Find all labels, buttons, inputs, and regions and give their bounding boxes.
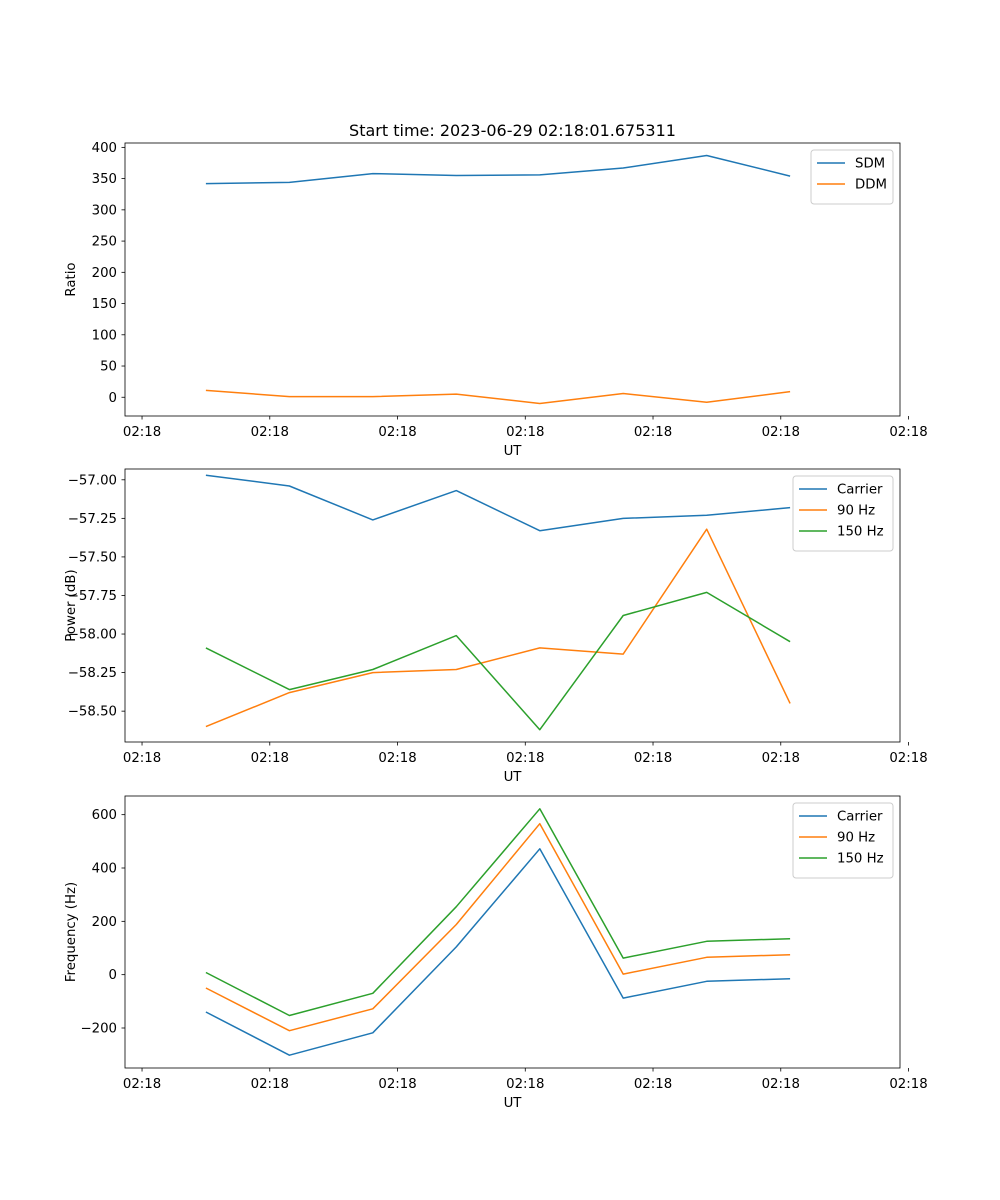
ratio-y-tick-label: 50: [100, 360, 117, 375]
frequency-y-tick-label: 200: [92, 915, 117, 930]
power-y-tick-label: −57.00: [68, 473, 117, 488]
ratio-y-tick-label: 250: [92, 235, 117, 250]
power-legend-label-150-hz: 150 Hz: [837, 525, 884, 540]
power-x-tick-label: 02:18: [378, 751, 416, 766]
ratio-y-tick-label: 300: [92, 203, 117, 218]
ratio-x-tick-label: 02:18: [251, 425, 289, 440]
frequency-x-tick-label: 02:18: [378, 1077, 416, 1092]
power-panel: −58.50 −58.25 −58.00 −57.75 −57.50 −57.25 −57.…: [64, 468, 928, 785]
frequency-legend-label-150-hz: 150 Hz: [837, 852, 884, 867]
power-series-90-hz-line: [205, 528, 791, 728]
frequency-x-tick-label: 02:18: [251, 1077, 289, 1092]
ratio-series-sdm-line: [205, 154, 791, 185]
power-x-tick-label: 02:18: [762, 751, 800, 766]
ratio-panel: 0 50 100 150 200 250 300 350 400 02:18 02:18 02:18 0…: [64, 141, 928, 459]
frequency-series-90-hz-line: [205, 822, 791, 1032]
ratio-x-tick-label: 02:18: [123, 425, 161, 440]
ratio-x-tick-label: 02:18: [506, 425, 544, 440]
power-y-tick-label: −58.50: [68, 705, 117, 720]
ratio-x-tick-label: 02:18: [762, 425, 800, 440]
power-y-tick-label: −57.25: [68, 512, 117, 527]
power-series-150-hz-line: [205, 591, 791, 731]
frequency-legend-label-carrier: Carrier: [837, 810, 883, 825]
ratio-y-tick-label: 400: [92, 141, 117, 156]
frequency-y-tick-label: 600: [92, 808, 117, 823]
power-y-axis-label: Power (dB): [64, 569, 79, 641]
ratio-legend-label-sdm: SDM: [855, 157, 885, 172]
ratio-y-tick-label: 350: [92, 172, 117, 187]
frequency-x-tick-label: 02:18: [889, 1077, 927, 1092]
power-y-tick-label: −57.75: [68, 589, 117, 604]
power-y-tick-label: −57.50: [68, 550, 117, 565]
ratio-x-axis-label: UT: [504, 444, 523, 459]
power-legend-label-90-hz: 90 Hz: [837, 504, 875, 519]
frequency-y-tick-label: −200: [80, 1022, 117, 1037]
power-y-tick-label: −58.25: [68, 666, 117, 681]
chart-title: Start time: 2023-06-29 02:18:01.675311: [349, 121, 676, 140]
frequency-legend-box: [792, 802, 894, 879]
power-legend-box: [792, 475, 894, 552]
power-legend-label-carrier: Carrier: [837, 483, 883, 498]
frequency-x-tick-label: 02:18: [506, 1077, 544, 1092]
power-axes-frame: [124, 468, 901, 743]
ratio-series-ddm-line: [205, 389, 791, 405]
power-x-tick-label: 02:18: [251, 751, 289, 766]
frequency-x-tick-label: 02:18: [762, 1077, 800, 1092]
ratio-x-tick-label: 02:18: [889, 425, 927, 440]
frequency-panel: −200 0 200 400 600 02:18 02:18 02:18 02:18 02:18 0…: [64, 795, 928, 1111]
ratio-y-tick-label: 100: [92, 328, 117, 343]
frequency-series-150-hz-line: [205, 808, 791, 1017]
frequency-y-axis-label: Frequency (Hz): [64, 882, 79, 982]
frequency-series-carrier-line: [205, 848, 791, 1056]
power-x-axis-label: UT: [504, 770, 523, 785]
power-x-tick-label: 02:18: [506, 751, 544, 766]
ratio-x-tick-label: 02:18: [378, 425, 416, 440]
ratio-y-tick-label: 200: [92, 266, 117, 281]
frequency-y-tick-label: 0: [109, 968, 117, 983]
power-series-carrier-line: [205, 474, 791, 532]
frequency-x-axis-label: UT: [504, 1096, 523, 1111]
power-x-tick-label: 02:18: [889, 751, 927, 766]
power-x-tick-label: 02:18: [123, 751, 161, 766]
frequency-legend-label-90-hz: 90 Hz: [837, 831, 875, 846]
ratio-y-axis-label: Ratio: [64, 262, 79, 296]
frequency-axes-frame: [124, 795, 901, 1069]
frequency-y-tick-label: 400: [92, 862, 117, 877]
ratio-x-tick-label: 02:18: [634, 425, 672, 440]
power-x-tick-label: 02:18: [634, 751, 672, 766]
frequency-x-tick-label: 02:18: [123, 1077, 161, 1092]
frequency-x-tick-label: 02:18: [634, 1077, 672, 1092]
ratio-y-tick-label: 150: [92, 297, 117, 312]
ratio-axes-frame: [124, 142, 901, 417]
ratio-y-tick-label: 0: [109, 391, 117, 406]
ratio-legend-label-ddm: DDM: [855, 178, 887, 193]
power-y-tick-label: −58.00: [68, 628, 117, 643]
